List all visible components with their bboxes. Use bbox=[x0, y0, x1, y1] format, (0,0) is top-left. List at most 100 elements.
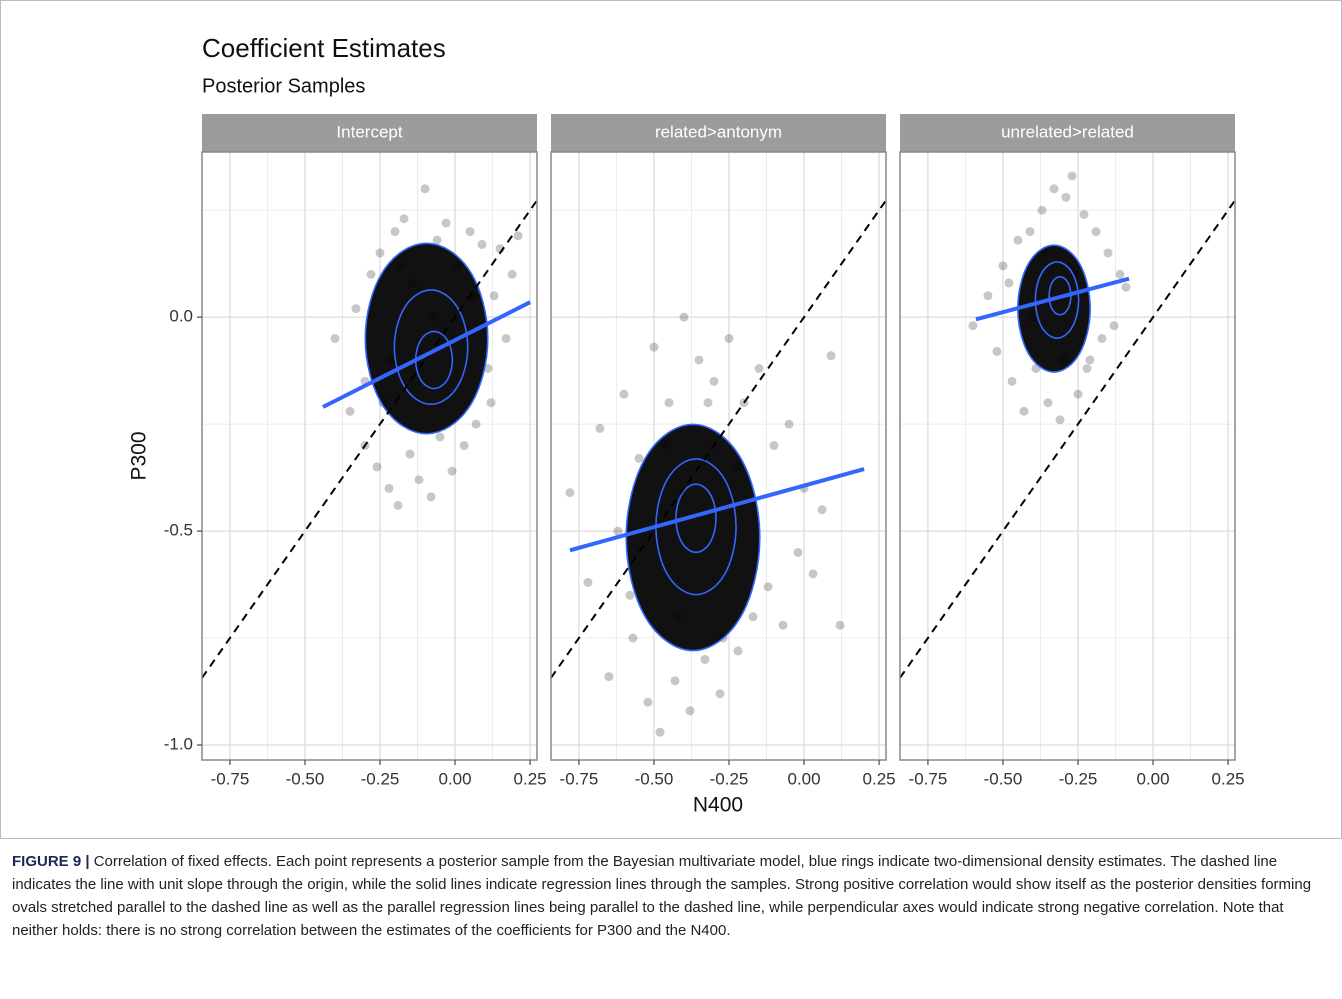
sample-point bbox=[694, 355, 704, 365]
caption-label: FIGURE 9 | bbox=[12, 853, 90, 870]
strip-label: Intercept bbox=[336, 122, 402, 141]
sample-point bbox=[477, 239, 487, 249]
sample-point bbox=[1013, 235, 1023, 245]
y-tick-label: 0.0 bbox=[169, 307, 193, 326]
x-tick-label: -0.50 bbox=[984, 769, 1023, 788]
x-tick-label: -0.50 bbox=[635, 769, 674, 788]
panel bbox=[551, 152, 886, 760]
sample-point bbox=[634, 453, 644, 463]
chart: Coefficient Estimates Posterior Samples … bbox=[128, 33, 1245, 817]
sample-point bbox=[628, 633, 638, 643]
chart-title: Coefficient Estimates bbox=[202, 33, 446, 63]
sample-point bbox=[619, 389, 629, 399]
sample-point bbox=[465, 227, 475, 237]
x-tick-label: -0.75 bbox=[909, 769, 948, 788]
sample-point bbox=[1109, 321, 1119, 331]
sample-point bbox=[408, 278, 418, 288]
sample-point bbox=[784, 419, 794, 429]
sample-point bbox=[1004, 278, 1014, 288]
sample-point bbox=[330, 334, 340, 344]
sample-point bbox=[429, 312, 439, 322]
sample-point bbox=[604, 672, 614, 682]
sample-point bbox=[643, 697, 653, 707]
sample-point bbox=[1115, 269, 1125, 279]
sample-point bbox=[763, 582, 773, 592]
caption-rule bbox=[0, 838, 1342, 839]
x-tick-label: 0.25 bbox=[514, 769, 547, 788]
sample-point bbox=[613, 526, 623, 536]
sample-point bbox=[471, 419, 481, 429]
sample-point bbox=[1097, 334, 1107, 344]
sample-point bbox=[375, 248, 385, 258]
sample-point bbox=[405, 449, 415, 459]
sample-point bbox=[1085, 355, 1095, 365]
sample-point bbox=[983, 291, 993, 301]
strip-label: unrelated>related bbox=[1001, 122, 1134, 141]
sample-point bbox=[998, 261, 1008, 271]
sample-point bbox=[793, 547, 803, 557]
sample-point bbox=[673, 612, 683, 622]
sample-point bbox=[778, 620, 788, 630]
sample-point bbox=[709, 376, 719, 386]
sample-point bbox=[1070, 269, 1080, 279]
sample-point bbox=[1049, 184, 1059, 194]
sample-point bbox=[685, 706, 695, 716]
x-tick-label: -0.25 bbox=[1059, 769, 1098, 788]
sample-point bbox=[700, 654, 710, 664]
sample-point bbox=[1055, 415, 1065, 425]
x-tick-label: 0.25 bbox=[863, 769, 896, 788]
x-tick-label: 0.25 bbox=[1212, 769, 1245, 788]
sample-point bbox=[1079, 209, 1089, 219]
sample-point bbox=[625, 590, 635, 600]
panel-border bbox=[201, 151, 538, 761]
sample-point bbox=[703, 398, 713, 408]
sample-point bbox=[459, 441, 469, 451]
sample-point bbox=[1073, 389, 1083, 399]
sample-point bbox=[432, 235, 442, 245]
sample-point bbox=[748, 612, 758, 622]
sample-point bbox=[835, 620, 845, 630]
sample-point bbox=[808, 569, 818, 579]
x-tick-label: -0.75 bbox=[211, 769, 250, 788]
x-tick-label: -0.50 bbox=[286, 769, 325, 788]
density-contour bbox=[1017, 244, 1091, 373]
sample-point bbox=[661, 441, 671, 451]
sample-point bbox=[351, 304, 361, 314]
sample-point bbox=[399, 214, 409, 224]
sample-point bbox=[769, 441, 779, 451]
regression-line bbox=[569, 467, 865, 553]
sample-point bbox=[817, 505, 827, 515]
y-tick-label: -1.0 bbox=[164, 735, 193, 754]
x-tick-label: -0.75 bbox=[560, 769, 599, 788]
x-tick-label: -0.25 bbox=[361, 769, 400, 788]
strip-label: related>antonym bbox=[655, 122, 782, 141]
density-contour bbox=[393, 289, 469, 406]
sample-point bbox=[435, 432, 445, 442]
sample-point bbox=[426, 492, 436, 502]
sample-point bbox=[715, 689, 725, 699]
sample-point bbox=[1082, 364, 1092, 374]
sample-point bbox=[486, 398, 496, 408]
density-contour bbox=[675, 483, 717, 554]
sample-point bbox=[826, 351, 836, 361]
sample-point bbox=[447, 466, 457, 476]
sample-point bbox=[1058, 355, 1068, 365]
sample-point bbox=[595, 423, 605, 433]
sample-point bbox=[384, 483, 394, 493]
sample-point bbox=[390, 227, 400, 237]
sample-point bbox=[670, 676, 680, 686]
sample-point bbox=[968, 321, 978, 331]
panel-border bbox=[899, 151, 1236, 761]
chart-subtitle: Posterior Samples bbox=[202, 75, 365, 97]
density-contour bbox=[625, 423, 761, 652]
sample-point bbox=[453, 261, 463, 271]
sample-point bbox=[414, 475, 424, 485]
sample-point bbox=[507, 269, 517, 279]
sample-point bbox=[1028, 312, 1038, 322]
sample-point bbox=[655, 727, 665, 737]
sample-point bbox=[733, 462, 743, 472]
strip bbox=[900, 114, 1235, 152]
sample-point bbox=[501, 334, 511, 344]
regression-line bbox=[975, 276, 1130, 322]
sample-point bbox=[441, 218, 451, 228]
